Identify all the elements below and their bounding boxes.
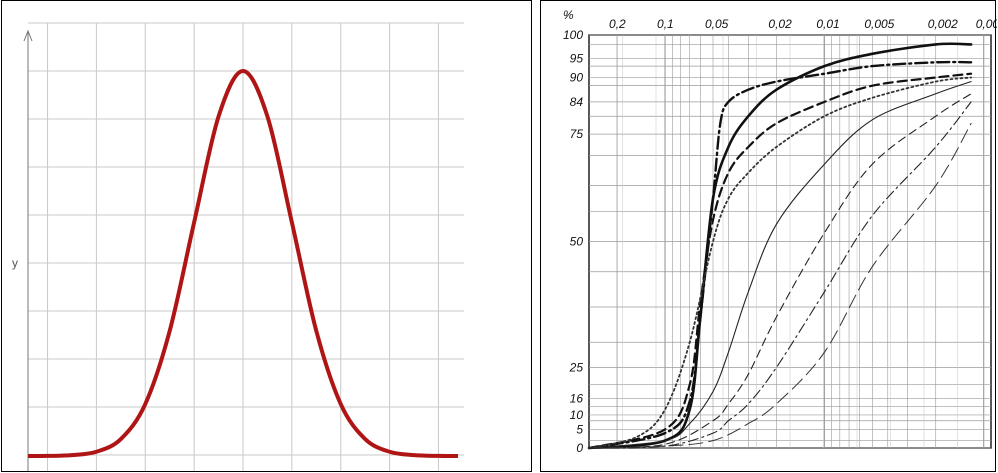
series-line-dotted <box>588 76 972 449</box>
x-tick-label: 0,005 <box>864 17 894 31</box>
series-line-solid-thin <box>588 81 972 449</box>
x-tick-label: 0,01 <box>816 17 839 31</box>
series-line-dashdot-bold <box>587 60 973 450</box>
series-line-dashed-thin <box>588 93 972 449</box>
percent-unit-label: % <box>563 8 574 22</box>
x-tick-label: 0,05 <box>705 17 729 31</box>
right-grid <box>588 34 992 449</box>
y-tick-label: 75 <box>570 127 584 141</box>
series-line-dashed-bold <box>587 72 973 450</box>
y-tick-label: 5 <box>576 422 583 436</box>
normal-distribution-chart-panel: y <box>1 0 532 472</box>
series-line-longdash-thin <box>588 122 972 449</box>
y-tick-label: 25 <box>569 360 584 374</box>
x-tick-label: 0,2 <box>609 17 626 31</box>
y-tick-label: 50 <box>570 235 584 249</box>
x-tick-label: 0,02 <box>768 17 792 31</box>
y-tick-label: 95 <box>570 52 584 66</box>
y-tick-label: 0 <box>576 441 583 455</box>
x-tick-label: 0,001 <box>976 17 997 31</box>
y-tick-label: 84 <box>570 95 584 109</box>
y-tick-label: 100 <box>563 28 583 42</box>
y-tick-label: 10 <box>570 408 584 422</box>
series-line-dashdot-thin <box>588 101 972 449</box>
left-series-group <box>27 69 459 458</box>
series-line-gaussian <box>27 69 459 458</box>
x-tick-label: 0,1 <box>657 17 674 31</box>
left-grid <box>28 22 464 471</box>
y-tick-label: 16 <box>570 391 584 405</box>
grain-size-distribution-chart-panel: 0,20,10,050,020,010,0050,0020,0011009590… <box>540 0 997 472</box>
y-axis-label: y <box>12 256 18 270</box>
y-axis-arrow <box>23 29 33 42</box>
grain-size-distribution-chart: 0,20,10,050,020,010,0050,0020,0011009590… <box>563 8 997 455</box>
right-series-group <box>587 42 973 450</box>
series-line-solid-bold <box>587 42 973 450</box>
x-tick-label: 0,002 <box>928 17 958 31</box>
normal-distribution-chart: y <box>12 22 464 471</box>
right-tick-labels: 0,20,10,050,020,010,0050,0020,0011009590… <box>563 17 997 455</box>
y-tick-label: 90 <box>570 71 584 85</box>
left-y-axis <box>23 29 33 471</box>
